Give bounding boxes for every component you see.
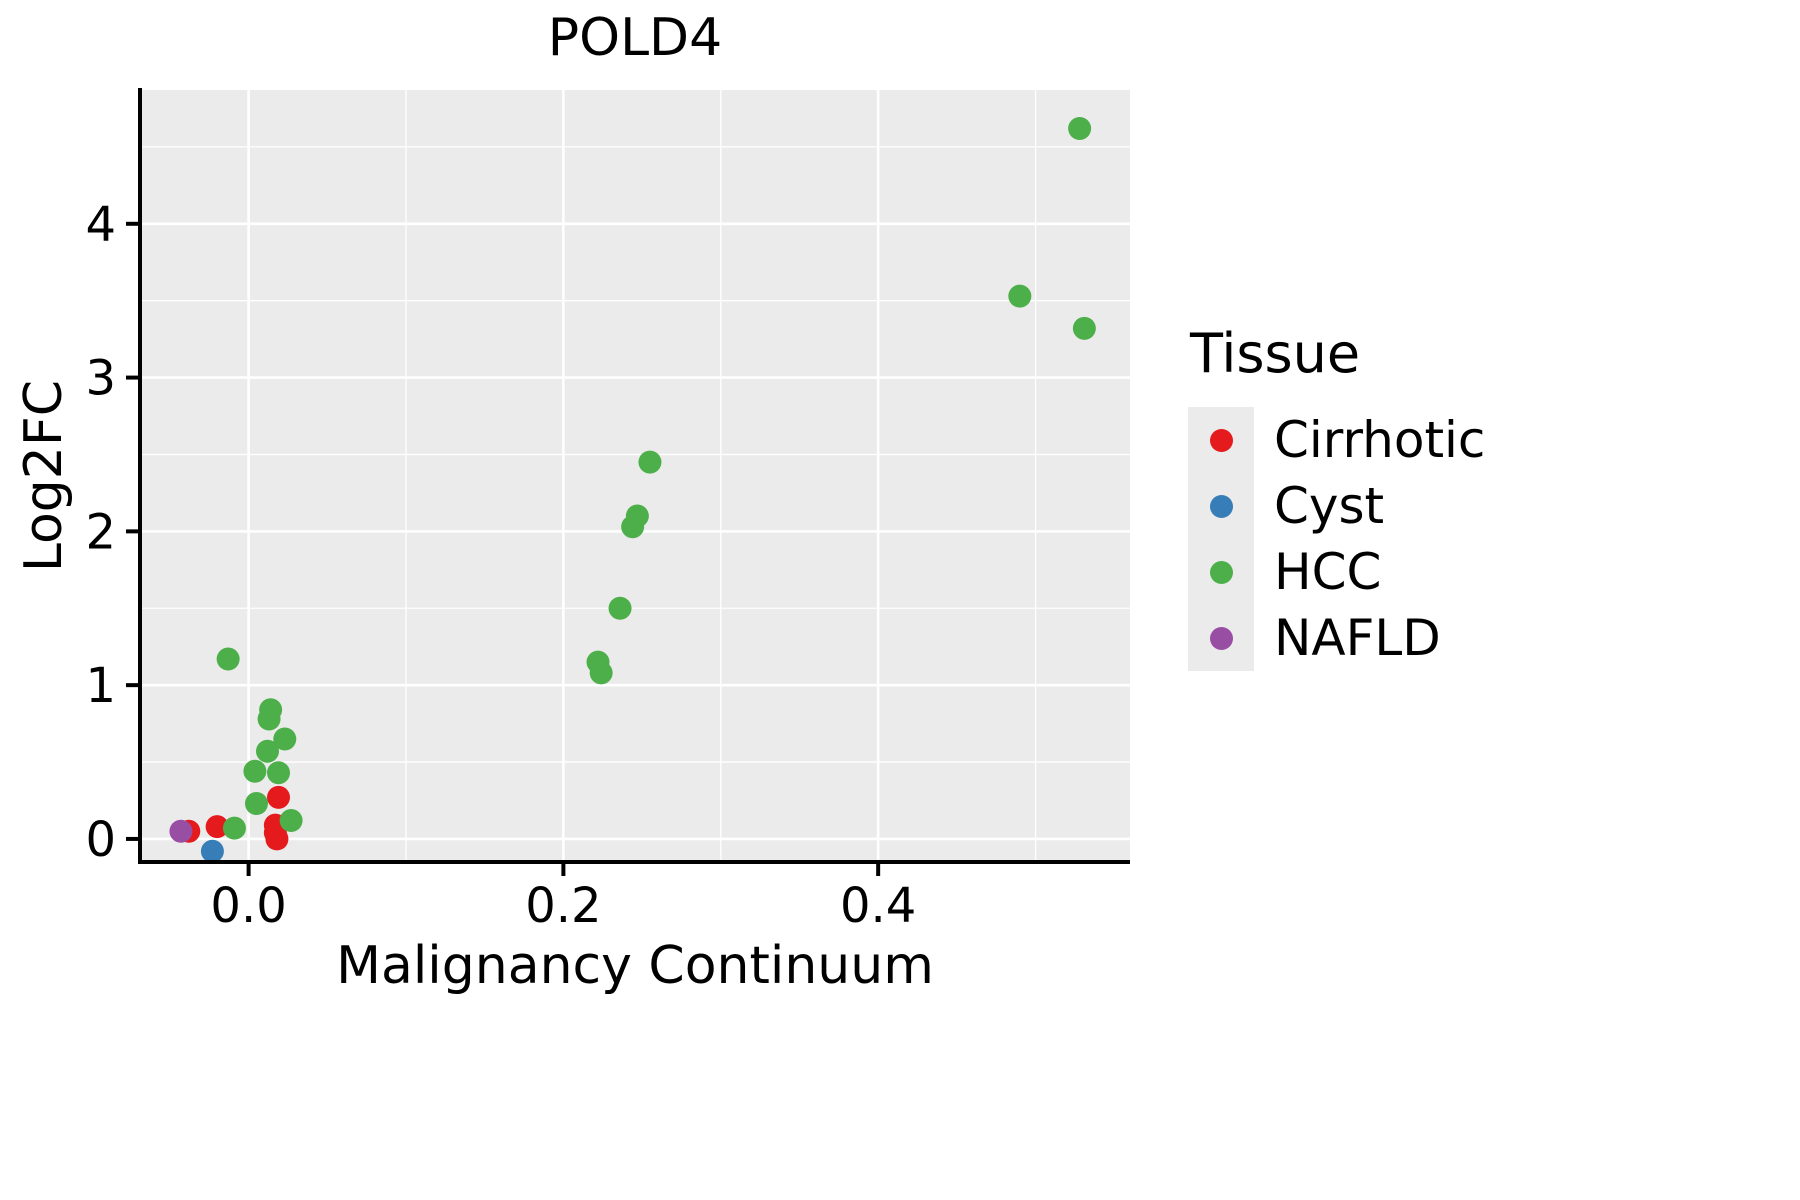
y-tick-label: 4 <box>85 197 116 253</box>
legend-swatch-icon <box>1209 428 1233 452</box>
y-tick-label: 0 <box>85 812 116 868</box>
data-point-hcc <box>638 450 662 474</box>
legend-item-cyst: Cyst <box>1188 473 1485 539</box>
legend-swatch-icon <box>1209 494 1233 518</box>
legend-key <box>1188 605 1254 671</box>
data-point-hcc <box>267 761 291 785</box>
data-point-hcc <box>244 792 268 816</box>
legend-item-hcc: HCC <box>1188 539 1485 605</box>
x-tick-label: 0.4 <box>840 878 916 934</box>
data-point-cirrhotic <box>267 785 291 809</box>
data-point-hcc <box>279 808 303 832</box>
legend-rows: Cirrhotic Cyst HCC NAFLD <box>1188 407 1485 671</box>
data-point-cyst <box>200 839 224 863</box>
x-axis-label: Malignancy Continuum <box>336 936 934 996</box>
data-point-hcc <box>273 727 297 751</box>
data-point-nafld <box>169 819 193 843</box>
legend-title: Tissue <box>1190 322 1361 385</box>
legend-label: HCC <box>1274 543 1382 601</box>
chart-title: POLD4 <box>547 8 723 68</box>
data-point-hcc <box>608 596 632 620</box>
y-tick-label: 1 <box>85 658 116 714</box>
data-point-hcc <box>222 816 246 840</box>
y-tick-label: 3 <box>85 351 116 407</box>
legend-key <box>1188 407 1254 473</box>
data-point-cirrhotic <box>205 815 229 839</box>
data-point-hcc <box>1068 116 1092 140</box>
data-point-hcc <box>216 647 240 671</box>
legend-label: Cirrhotic <box>1274 411 1486 469</box>
x-tick-label: 0.0 <box>210 878 286 934</box>
plot-panel <box>140 90 1130 862</box>
data-point-cirrhotic <box>265 827 289 851</box>
data-point-hcc <box>625 504 649 528</box>
legend-key <box>1188 473 1254 539</box>
y-tick-label: 2 <box>85 504 116 560</box>
legend-swatch-icon <box>1209 560 1233 584</box>
data-point-hcc <box>1008 284 1032 308</box>
legend: Tissue Cirrhotic Cyst HCC NAFLD <box>1188 322 1485 671</box>
legend-item-nafld: NAFLD <box>1188 605 1485 671</box>
data-point-hcc <box>255 739 279 763</box>
legend-swatch-icon <box>1209 626 1233 650</box>
data-point-hcc <box>243 759 267 783</box>
data-point-hcc <box>259 698 283 722</box>
x-tick-label: 0.2 <box>525 878 601 934</box>
legend-item-cirrhotic: Cirrhotic <box>1188 407 1485 473</box>
legend-label: NAFLD <box>1274 609 1441 667</box>
data-point-hcc <box>1072 316 1096 340</box>
legend-label: Cyst <box>1274 477 1385 535</box>
data-point-hcc <box>589 661 613 685</box>
y-axis-label: Log2FC <box>14 379 74 573</box>
legend-key <box>1188 539 1254 605</box>
